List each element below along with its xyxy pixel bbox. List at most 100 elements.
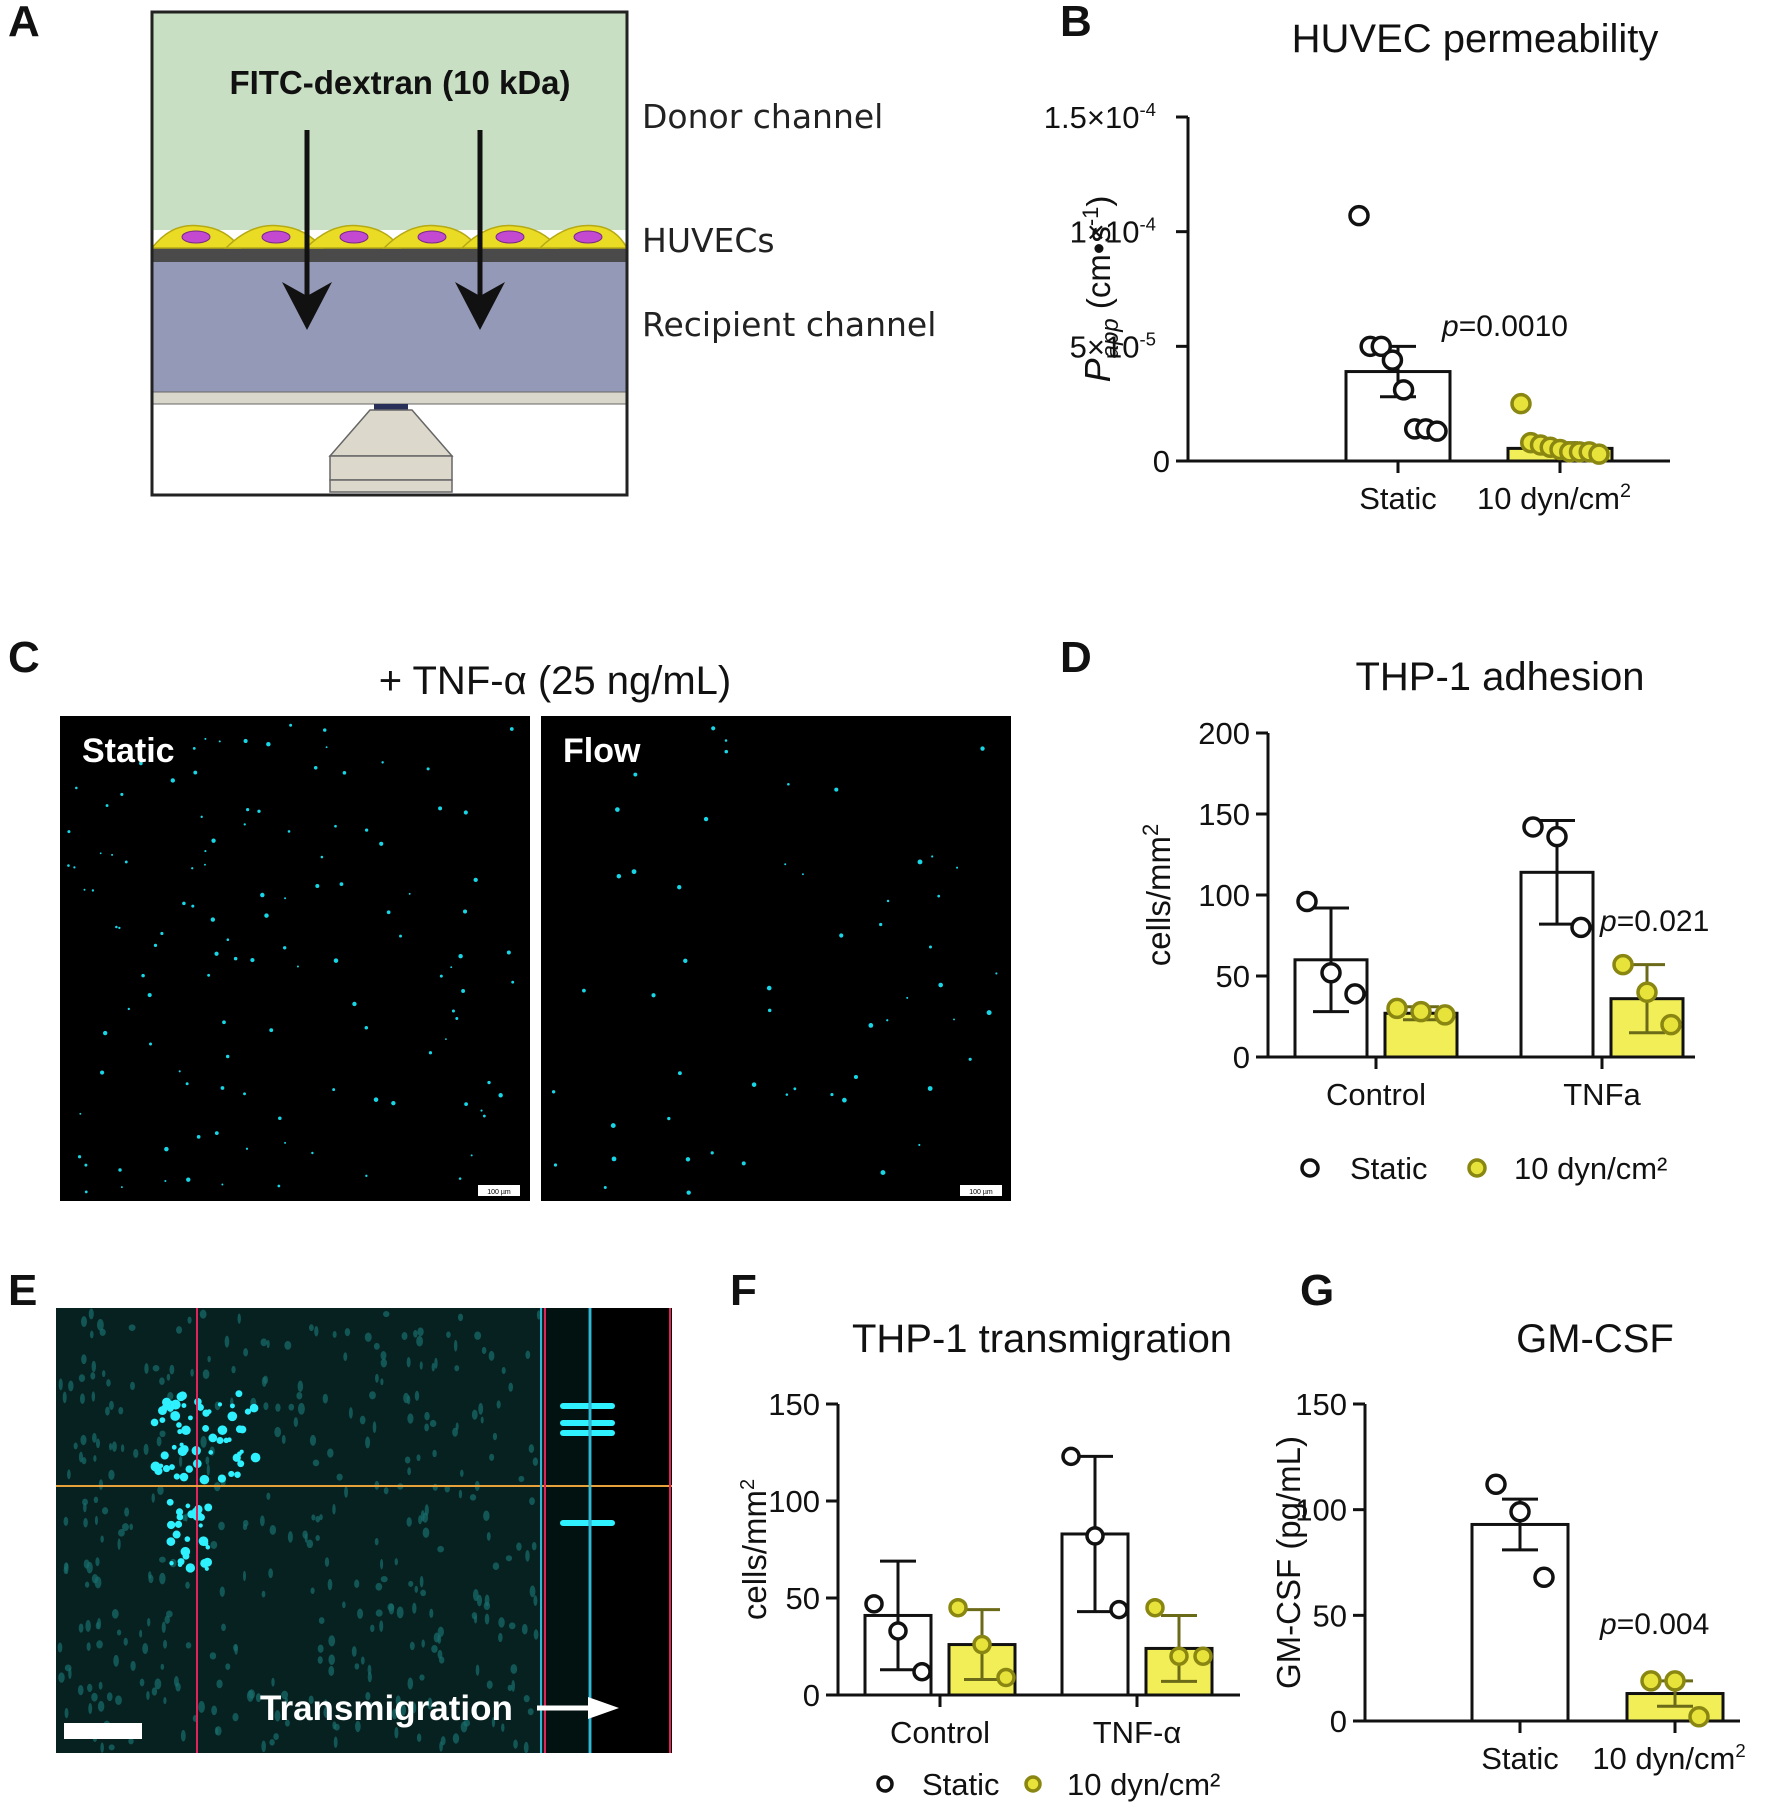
fluorescent-cell (480, 1109, 483, 1112)
cell-texture (219, 1586, 225, 1597)
cell-texture (260, 1338, 268, 1347)
cell-texture (84, 1581, 90, 1588)
cell-texture (483, 1601, 491, 1611)
fluorescent-cell (164, 1146, 169, 1152)
fluorescent-cell (191, 904, 195, 908)
fluorescent-cell (228, 1470, 235, 1478)
cell-texture (373, 1342, 380, 1350)
cell-texture (404, 1456, 411, 1464)
data-point (1386, 997, 1408, 1020)
diffusion-arrow-icon (455, 130, 505, 330)
fluorescent-cell (917, 859, 923, 865)
fluorescent-cell (283, 946, 287, 950)
cell-texture (97, 1617, 102, 1630)
transmigration-label: Transmigration (260, 1689, 513, 1728)
fluorescent-cell (482, 1114, 486, 1118)
cell-texture (453, 1339, 458, 1352)
cell-texture (360, 1656, 365, 1665)
fluorescent-cell (938, 982, 943, 988)
fluorescent-cell (102, 1030, 108, 1036)
cell-texture (221, 1623, 226, 1632)
cell-texture (288, 1403, 295, 1411)
cell-texture (91, 1692, 98, 1702)
fluorescent-cell (171, 1444, 177, 1450)
cell-texture (380, 1558, 384, 1570)
cell-texture (474, 1331, 482, 1340)
cell-texture (440, 1736, 446, 1746)
scale-bar (478, 1185, 520, 1196)
x-tick-label: Static (1359, 481, 1437, 516)
cell-texture (332, 1721, 337, 1730)
micrograph-static: Static 100 µm (60, 716, 530, 1201)
cell-texture (475, 1664, 480, 1676)
fluorescent-cell (243, 738, 248, 744)
fluorescent-cell (439, 974, 443, 978)
legend-static-marker (876, 1775, 894, 1793)
cell-texture (58, 1378, 63, 1391)
cell-texture (231, 1365, 236, 1374)
fluorescent-cell (269, 1028, 274, 1033)
cell-texture (507, 1684, 513, 1692)
chart-huvec-permeability: HUVEC permeability 0 5×10-5 1×10-4 1.5×10-4 P… (1044, 17, 1670, 516)
fluorescent-cell (181, 1425, 191, 1435)
cell-texture (409, 1641, 415, 1651)
fluorescent-cell (182, 901, 186, 906)
cell-texture (508, 1622, 516, 1630)
cell-texture (139, 1678, 145, 1687)
cell-texture (437, 1626, 444, 1638)
fluorescent-cell (724, 739, 728, 742)
y-tick-label: 150 (1295, 1387, 1347, 1422)
cell-texture (344, 1486, 349, 1498)
fluorescent-cell (84, 1163, 88, 1167)
donor-channel-region (152, 12, 627, 230)
transmigrated-cell (560, 1520, 615, 1526)
cell-texture (237, 1313, 241, 1324)
fluorescent-cell (105, 804, 109, 808)
data-point (1636, 981, 1658, 1003)
fluorescent-cell (511, 980, 515, 984)
fluorescent-cell (175, 1508, 184, 1516)
y-axis-label: cells/mm2 (736, 1479, 773, 1620)
fluorescent-cell (243, 1092, 246, 1096)
cell-texture (406, 1356, 411, 1368)
cell-texture (446, 1331, 451, 1338)
cell-texture (124, 1507, 130, 1517)
fluorescent-cell (118, 926, 121, 930)
transmigrated-cell (560, 1420, 615, 1426)
legend-static-label: Static (922, 1767, 1000, 1802)
cell-texture (261, 1740, 266, 1753)
cell-texture (100, 1742, 104, 1753)
cell-texture (375, 1582, 383, 1591)
cell-texture (342, 1601, 346, 1609)
fluorescent-cell (202, 1424, 210, 1432)
cell-texture (411, 1702, 417, 1714)
fluorescent-cell (198, 1536, 209, 1547)
cell-texture (224, 1335, 230, 1348)
fluorescent-cell (75, 786, 78, 790)
fluorescent-cell (118, 1168, 122, 1172)
cell-texture (511, 1679, 515, 1692)
cell-texture (275, 1403, 281, 1412)
fluorescent-cell (250, 957, 255, 963)
cell-texture (429, 1419, 437, 1427)
cell-texture (167, 1392, 174, 1400)
data-point (1664, 1670, 1686, 1692)
cell-texture (355, 1720, 361, 1733)
fluorescent-cell (204, 1566, 209, 1571)
data-point (1145, 1597, 1165, 1618)
cell-texture (460, 1469, 464, 1477)
cell-texture (408, 1580, 414, 1587)
fluorescent-cell (677, 1071, 682, 1076)
cell-texture (406, 1395, 411, 1405)
fluorescent-cell (260, 892, 265, 898)
cell-texture (147, 1617, 151, 1627)
data-point (1296, 890, 1318, 913)
cell-texture (523, 1741, 529, 1754)
panel-letter-b: B (1060, 0, 1092, 46)
cell-texture (185, 1581, 190, 1589)
cell-texture (91, 1391, 96, 1402)
fluorescent-cell (235, 1390, 243, 1398)
device-outline (150, 10, 629, 497)
data-point (1688, 1706, 1710, 1728)
cell-texture (431, 1362, 435, 1372)
